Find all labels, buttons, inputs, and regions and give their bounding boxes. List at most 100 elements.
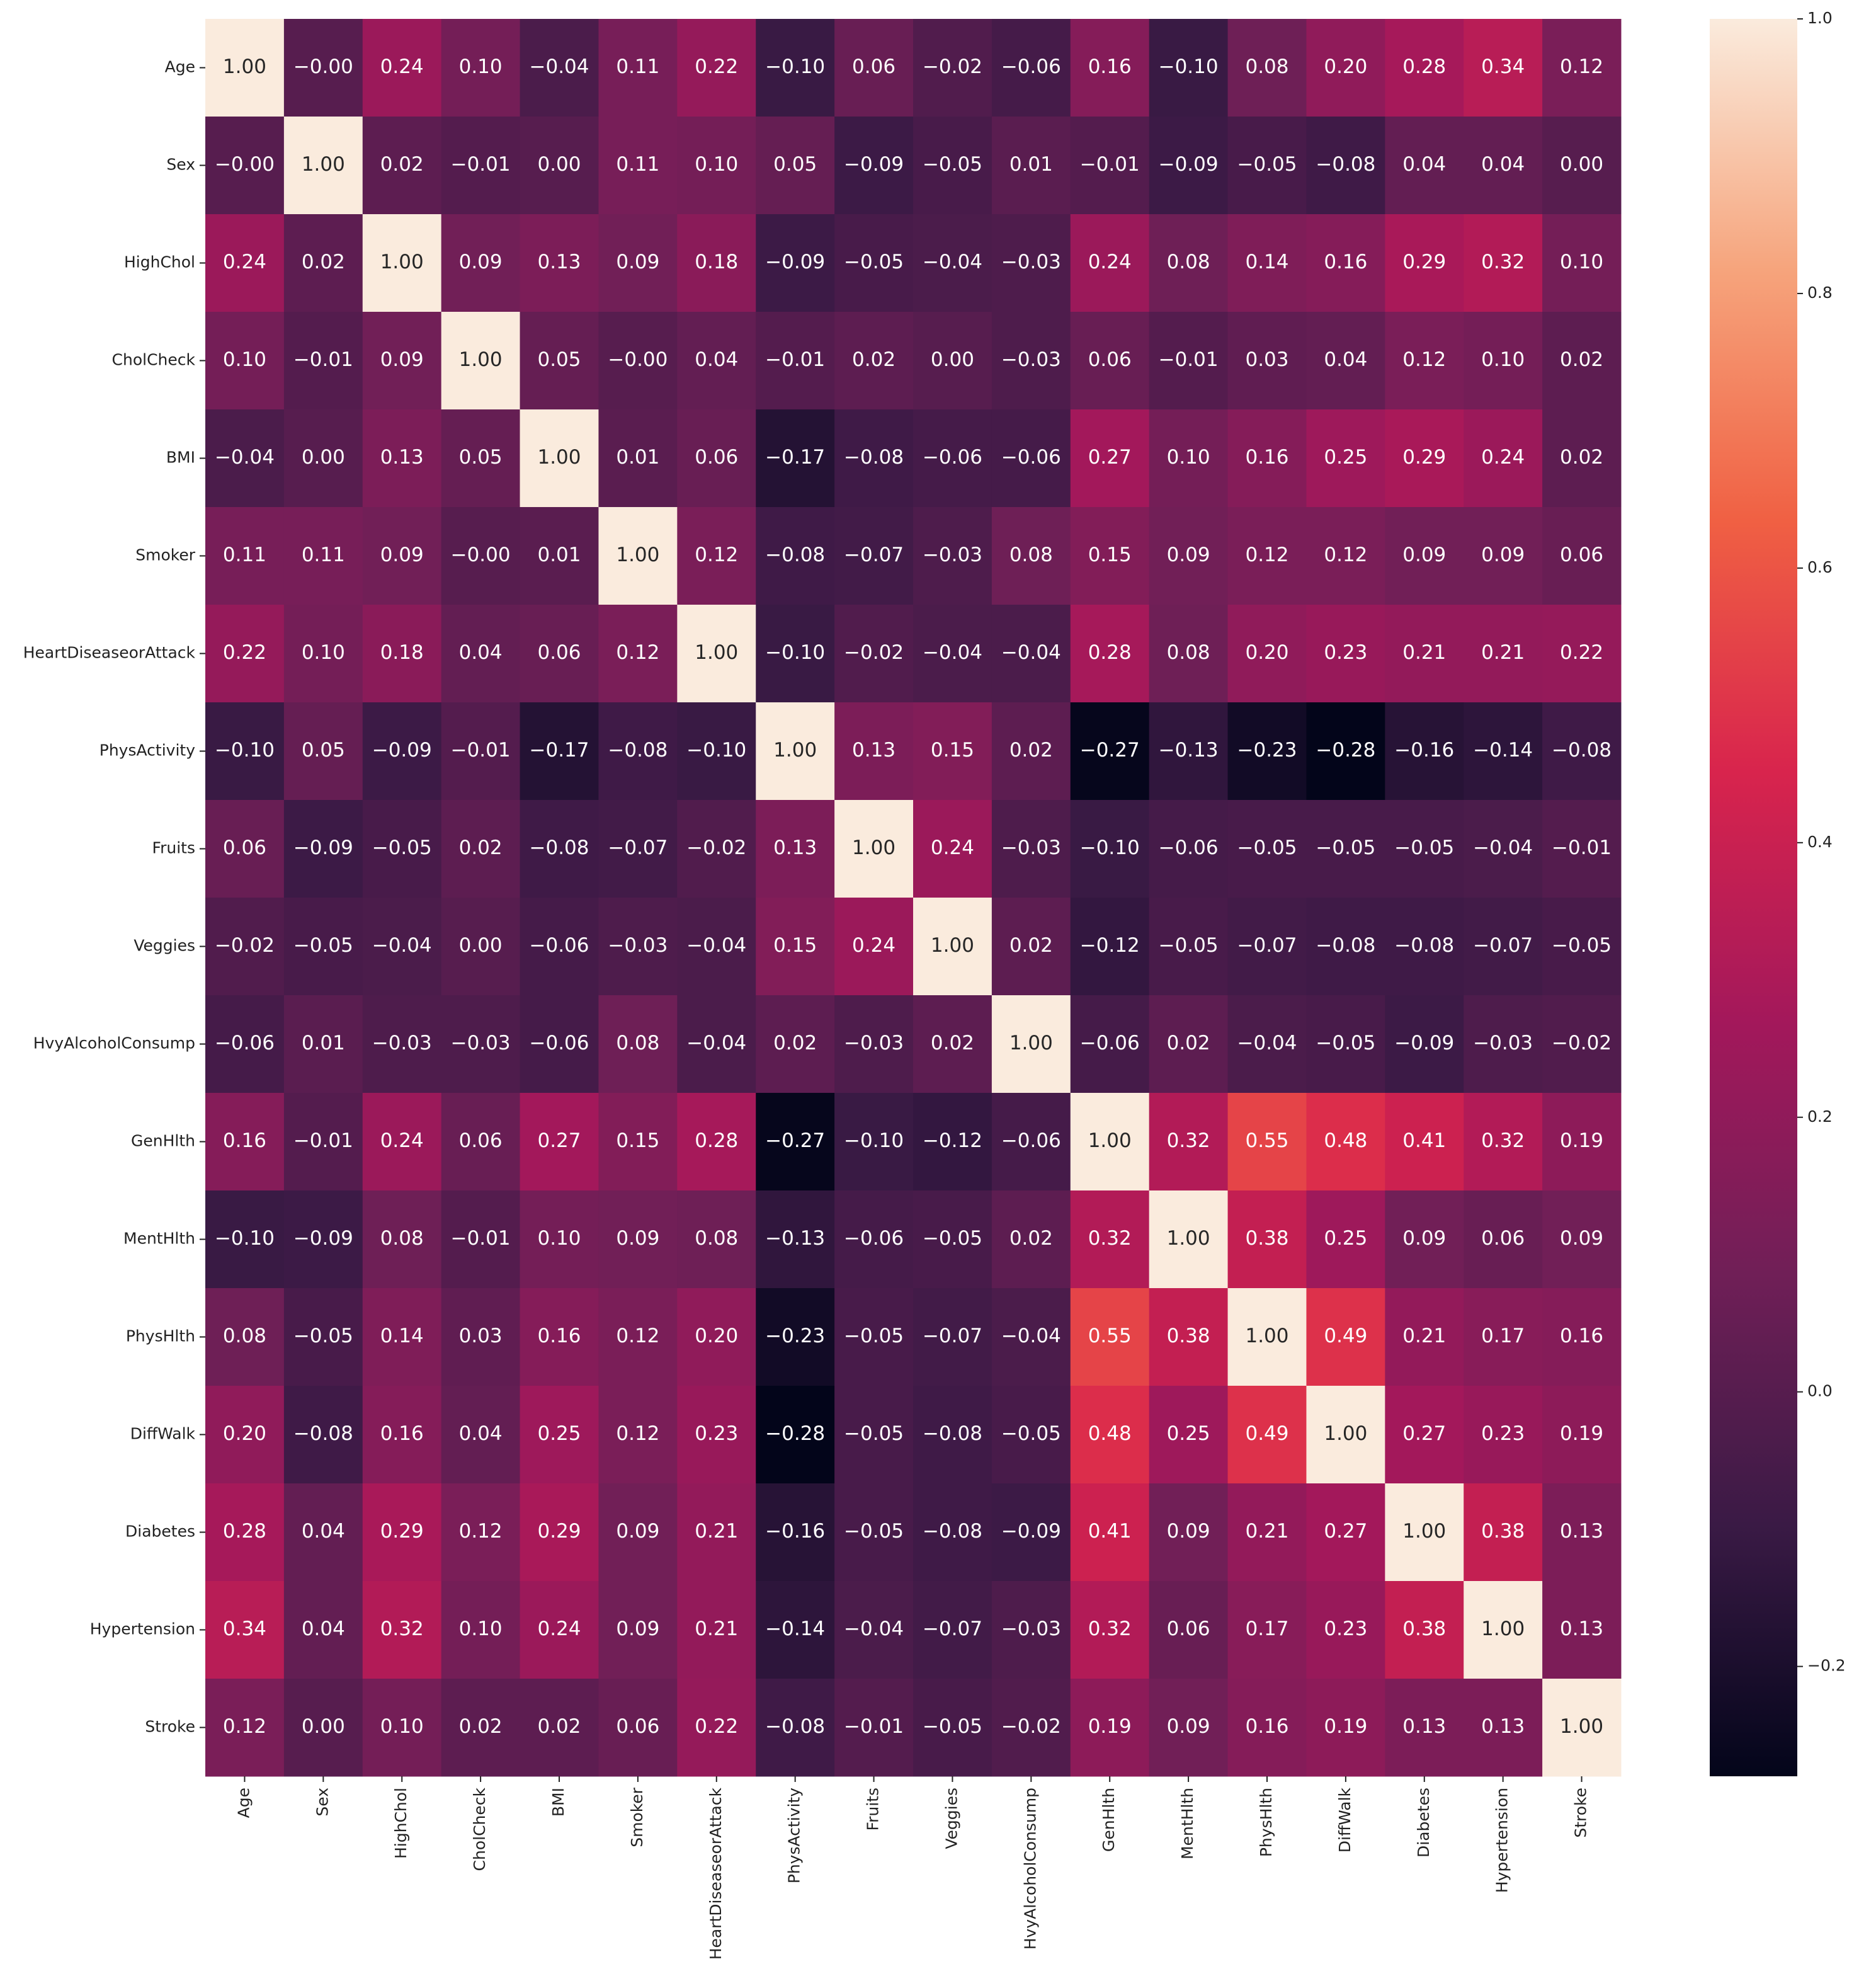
heatmap-cell: [991, 1288, 1071, 1386]
cell-label: −0.09: [293, 1227, 353, 1250]
cell-label: 0.12: [1560, 55, 1603, 78]
cell-label: 0.06: [695, 446, 738, 469]
cell-label: 0.18: [380, 641, 424, 664]
cell-label: −0.09: [1394, 1032, 1454, 1054]
cell-label: 0.00: [459, 934, 503, 957]
cell-label: 0.34: [223, 1618, 266, 1640]
heatmap-cell: [1227, 605, 1307, 703]
heatmap-cell: [362, 117, 442, 215]
cell-label: 0.12: [616, 1325, 659, 1347]
heatmap-cell: [1542, 1679, 1622, 1777]
heatmap-cell: [677, 409, 756, 508]
heatmap-cell: [991, 19, 1071, 117]
cell-label: 0.04: [1481, 153, 1525, 176]
cell-label: 0.04: [1324, 348, 1367, 371]
heatmap-cell: [991, 1581, 1071, 1679]
heatmap-cell: [1149, 605, 1229, 703]
y-tick-label: DiffWalk: [130, 1425, 196, 1443]
heatmap-cell: [1464, 1386, 1543, 1484]
heatmap-cell: [1070, 312, 1150, 410]
cell-label: 0.28: [223, 1520, 266, 1543]
cell-label: 0.38: [1402, 1618, 1446, 1640]
heatmap-cell: [1464, 1679, 1543, 1777]
cell-label: −0.13: [1159, 739, 1219, 762]
cell-label: 0.34: [1481, 55, 1525, 78]
cell-label: 1.00: [773, 739, 817, 762]
cell-label: −0.28: [1316, 739, 1375, 762]
heatmap-cell: [1306, 1288, 1385, 1386]
cell-label: 0.23: [695, 1422, 738, 1445]
cell-label: 0.09: [616, 1520, 659, 1543]
cell-label: 0.04: [302, 1618, 345, 1640]
cell-label: 0.09: [380, 544, 424, 566]
heatmap-cell: [441, 1581, 521, 1679]
heatmap-cell: [1227, 995, 1307, 1093]
cell-label: −0.06: [844, 1227, 904, 1250]
cell-label: 0.06: [1167, 1618, 1210, 1640]
cell-label: 0.08: [1009, 544, 1053, 566]
cell-label: 0.29: [1402, 251, 1446, 273]
heatmap-cell: [1306, 312, 1385, 410]
cell-label: −0.09: [765, 251, 825, 273]
cell-label: 1.00: [1245, 1325, 1288, 1347]
y-tick-label: CholCheck: [112, 351, 196, 369]
heatmap-cell: [441, 1386, 521, 1484]
heatmap-cell: [913, 995, 992, 1093]
cell-label: 0.00: [1560, 153, 1603, 176]
heatmap-cell: [520, 702, 599, 801]
cell-label: 0.09: [459, 251, 503, 273]
cell-label: 0.13: [380, 446, 424, 469]
heatmap-cell: [205, 117, 285, 215]
heatmap-cell: [1464, 1190, 1543, 1289]
heatmap-cell: [205, 702, 285, 801]
cell-label: 0.01: [537, 544, 581, 566]
cell-label: −0.05: [844, 1325, 904, 1347]
heatmap-cell: [756, 1679, 835, 1777]
cell-label: 0.25: [537, 1422, 581, 1445]
heatmap-cell: [1227, 1679, 1307, 1777]
cell-label: 1.00: [1560, 1715, 1603, 1738]
y-tick-label: GenHlth: [131, 1132, 195, 1150]
cell-label: 0.17: [1481, 1325, 1525, 1347]
heatmap-cell: [1070, 1679, 1150, 1777]
cell-label: 0.05: [537, 348, 581, 371]
cell-label: 0.09: [1167, 1715, 1210, 1738]
heatmap-cell: [1070, 117, 1150, 215]
heatmap-cell: [913, 1190, 992, 1289]
cell-label: 0.09: [616, 1618, 659, 1640]
cell-label: −0.04: [686, 1032, 746, 1054]
heatmap-cell: [1070, 605, 1150, 703]
cell-label: 0.09: [616, 1227, 659, 1250]
x-tick-label: PhysHlth: [1257, 1788, 1275, 1857]
heatmap-cell: [834, 605, 914, 703]
heatmap-cell: [362, 19, 442, 117]
heatmap-cell: [991, 117, 1071, 215]
cell-label: 0.14: [1245, 251, 1288, 273]
cell-label: 0.13: [852, 739, 895, 762]
heatmap-cell: [756, 117, 835, 215]
cell-label: 0.55: [1245, 1129, 1288, 1152]
x-tick-label: MentHlth: [1178, 1788, 1197, 1859]
heatmap-cell: [362, 702, 442, 801]
heatmap-cell: [1385, 995, 1464, 1093]
cell-label: −0.27: [765, 1129, 825, 1152]
cell-label: −0.01: [451, 153, 511, 176]
cell-label: 0.06: [852, 55, 895, 78]
cell-label: 0.02: [931, 1032, 974, 1054]
cell-label: 0.02: [1009, 934, 1053, 957]
heatmap-cell: [283, 19, 363, 117]
y-tick-label: MentHlth: [123, 1230, 195, 1248]
heatmap-cell: [1149, 117, 1229, 215]
heatmap-cell: [283, 507, 363, 605]
x-tick-label: HvyAlcoholConsump: [1021, 1788, 1039, 1950]
heatmap-cell: [205, 214, 285, 312]
heatmap-cell: [441, 214, 521, 312]
cell-label: −0.09: [293, 836, 353, 859]
cell-label: −0.10: [215, 1227, 275, 1250]
heatmap-cell: [991, 409, 1071, 508]
cell-label: −0.12: [1080, 934, 1140, 957]
heatmap-cell: [913, 19, 992, 117]
cell-label: −0.05: [844, 1520, 904, 1543]
colorbar-tick-label: 0.0: [1807, 1382, 1833, 1400]
colorbar-tick-label: 0.8: [1807, 283, 1833, 302]
